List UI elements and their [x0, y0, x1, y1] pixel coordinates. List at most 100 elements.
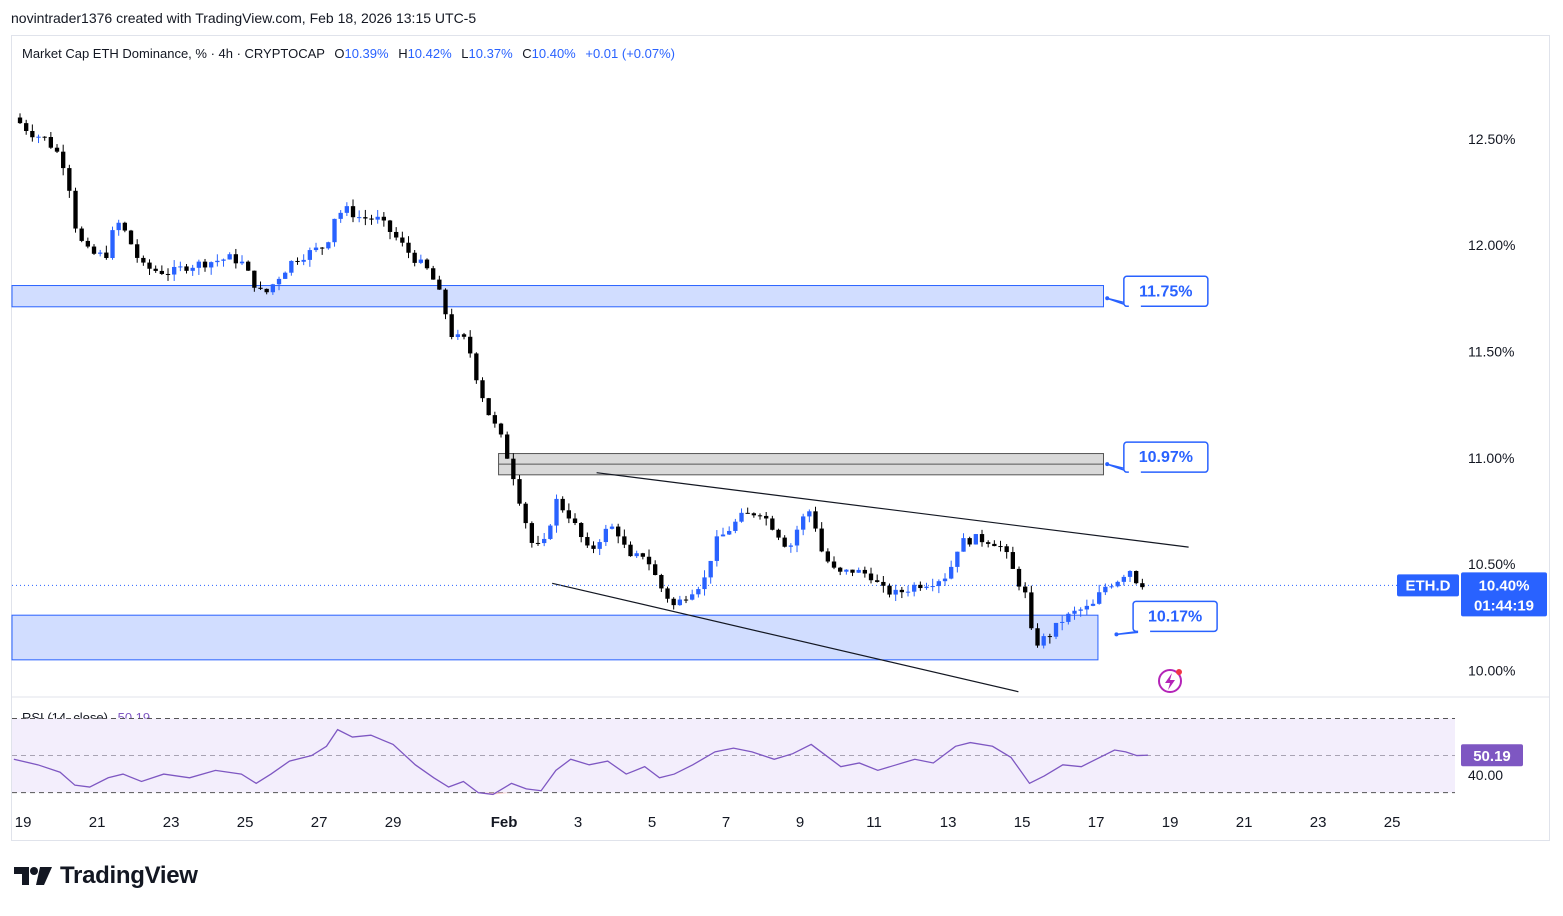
candle-body: [252, 270, 257, 288]
candle-body: [733, 521, 738, 531]
candle-body: [357, 217, 362, 219]
candle-body: [116, 222, 121, 231]
price-tick-label: 10.50%: [1468, 556, 1515, 572]
candle-body: [714, 536, 720, 561]
candle-body: [233, 254, 239, 264]
time-tick-label: 23: [163, 814, 180, 831]
candle-body: [178, 266, 183, 268]
candle-body: [973, 534, 979, 545]
callout-11-75-joint: [1128, 304, 1141, 309]
rsi-tick-label: 40.00: [1468, 767, 1503, 783]
candle-body: [838, 567, 843, 572]
current-price-badge: [1461, 572, 1547, 617]
candle-body: [270, 284, 276, 293]
candle-body: [646, 556, 652, 565]
candle-body: [862, 569, 868, 574]
candle-body: [332, 218, 337, 243]
candle-body: [196, 261, 202, 268]
candle-body: [677, 599, 683, 606]
candle-body: [1097, 592, 1102, 604]
candle-body: [67, 168, 72, 191]
candle-body: [104, 252, 109, 259]
time-tick-label: 21: [89, 814, 106, 831]
callout-11-75-dot: [1105, 296, 1110, 301]
candle-body: [949, 566, 954, 579]
candle-body: [406, 242, 411, 253]
price-tick-label: 11.00%: [1468, 450, 1514, 466]
tradingview-brand[interactable]: TradingView: [14, 862, 198, 890]
candle-body: [548, 525, 553, 539]
candle-body: [344, 206, 350, 213]
candle-body: [702, 577, 707, 590]
candle-body: [727, 530, 732, 535]
candle-body: [221, 259, 226, 261]
symbol-legend[interactable]: Market Cap ETH Dominance, % · 4h · CRYPT…: [22, 46, 675, 61]
candle-body: [579, 523, 584, 538]
time-tick-label: 13: [940, 814, 957, 831]
time-tick-label: 29: [385, 814, 402, 831]
chart-credit: novintrader1376 created with TradingView…: [11, 10, 477, 26]
time-tick-label: Feb: [491, 814, 518, 831]
candle-body: [535, 542, 541, 544]
candle-body: [640, 553, 646, 557]
time-tick-label: 3: [574, 814, 582, 831]
candle-body: [1035, 628, 1040, 646]
candle-body: [955, 551, 960, 567]
time-tick-label: 19: [1162, 814, 1179, 831]
callout-10-97-joint: [1128, 470, 1141, 475]
candle-body: [899, 589, 905, 593]
current-price-value: 10.40%: [1479, 577, 1530, 594]
candle-body: [1004, 546, 1009, 553]
candle-body: [1072, 610, 1077, 614]
callout-10-97-label: 10.97%: [1139, 449, 1193, 466]
candle-body: [17, 117, 23, 124]
high-label: H: [398, 46, 408, 61]
candle-body: [400, 237, 405, 243]
candle-body: [307, 250, 313, 260]
tradingview-logo-icon: [14, 867, 52, 885]
candle-body: [992, 543, 997, 547]
candle-body: [683, 599, 689, 601]
candle-body: [609, 526, 615, 529]
candle-body: [831, 561, 837, 568]
candle-body: [313, 247, 319, 251]
candle-body: [350, 206, 356, 218]
candle-body: [881, 581, 886, 586]
candle-body: [42, 136, 47, 138]
candle-body: [1016, 568, 1022, 587]
candle-body: [128, 230, 134, 245]
candle-body: [1090, 603, 1096, 606]
candle-body: [79, 228, 84, 241]
candle-body: [172, 266, 177, 275]
candle-body: [153, 268, 158, 271]
lower-trendline: [552, 582, 1019, 693]
candle-body: [486, 398, 491, 416]
candle-body: [770, 518, 775, 530]
candle-body: [202, 261, 208, 268]
candle-body: [942, 578, 948, 582]
candle-body: [794, 529, 800, 546]
candle-body: [1140, 583, 1145, 588]
candle-body: [875, 580, 880, 582]
candle-body: [61, 151, 66, 169]
candle-body: [585, 537, 590, 546]
candle-body: [110, 230, 115, 259]
candle-body: [474, 353, 479, 381]
callout-10-17-box: [1132, 600, 1218, 633]
upper-trendline: [596, 472, 1189, 548]
candle-body: [529, 523, 535, 543]
candle-body: [455, 334, 461, 338]
candle-body: [227, 254, 232, 260]
resistance-zone-upper: [11, 285, 1104, 308]
candle-body: [844, 569, 849, 572]
candle-body: [276, 278, 282, 285]
support-zone: [11, 614, 1099, 661]
candle-body: [301, 259, 306, 262]
candle-body: [912, 584, 917, 592]
candle-body: [443, 289, 448, 315]
candle-body: [239, 261, 245, 264]
candle-body: [449, 314, 454, 338]
rsi-value-label: 50.19: [1473, 748, 1511, 765]
close-label: C: [522, 46, 532, 61]
